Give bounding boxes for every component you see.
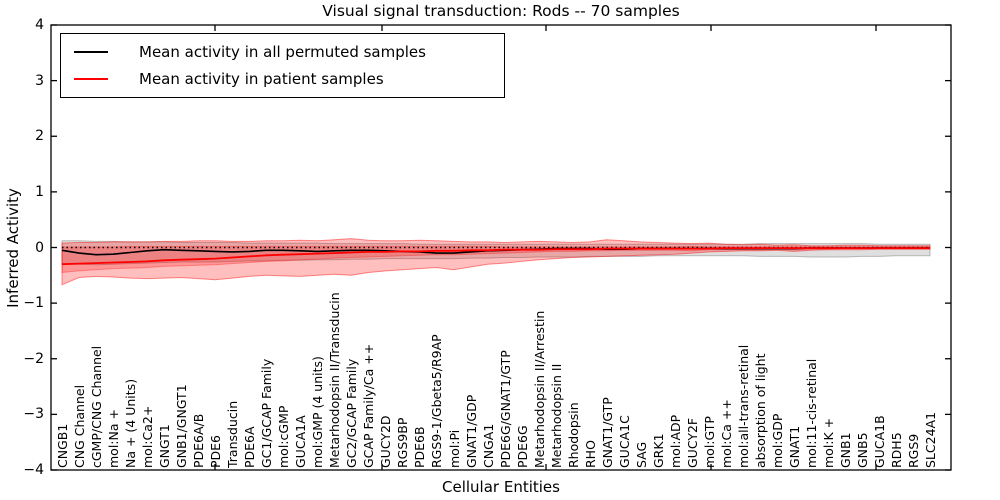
x-category-label: GC1/GCAP Family (259, 358, 275, 468)
x-category-label: mol:K + (820, 417, 836, 468)
legend-permuted-line-icon (74, 51, 108, 53)
x-category-label: mol:11-cis-retinal (803, 358, 819, 468)
x-category-label: mol:ADP (667, 414, 683, 468)
x-category-label: RDH5 (889, 432, 904, 468)
patient-mean-line (61, 247, 930, 266)
x-category-label: GNAT1 (786, 425, 802, 468)
x-category-label: Metarhodopsin II/Transducin (327, 292, 343, 468)
x-category-label: CNGB1 (55, 423, 70, 468)
x-category-label: mol:GMP (4 units) (310, 356, 326, 468)
legend-patient-line-icon (74, 78, 108, 80)
x-category-label: GUCA1B (872, 415, 887, 468)
legend: Mean activity in all permuted samples Me… (60, 33, 505, 98)
y-tick-label: 2 (35, 128, 44, 145)
x-category-label: SLC24A1 (923, 411, 938, 468)
x-category-label: GCAP Family/Ca ++ (361, 343, 377, 468)
y-tick-label: −4 (23, 462, 44, 478)
legend-permuted-label: Mean activity in all permuted samples (139, 43, 426, 61)
x-category-label: GC2/GCAP Family (344, 358, 360, 468)
y-tick-label: 4 (35, 17, 44, 33)
x-category-label: mol:cGMP (276, 405, 292, 468)
x-category-label: GUCY2F (684, 417, 700, 468)
x-category-label: GNB1/GNGT1 (174, 384, 190, 468)
x-category-label: GNB5 (854, 432, 870, 468)
x-category-label: PDE6A (242, 426, 258, 468)
x-category-label: GNB1 (837, 432, 853, 468)
x-category-label: mol:Ca ++ (718, 399, 734, 468)
x-category-label: mol:Pi (446, 429, 462, 468)
x-category-label: RGS9BP (395, 417, 411, 468)
x-category-label: GUCY2D (378, 415, 394, 468)
x-category-label: mol:GTP (701, 416, 717, 468)
x-category-label: GUCA1A (293, 415, 309, 468)
x-category-label: mol:all-trans-retinal (735, 344, 751, 468)
x-category-label: RGS9-1/Gbeta5/R9AP (429, 334, 445, 468)
x-category-label: SAG (633, 441, 649, 468)
x-category-label: Na + (4 Units) (123, 378, 139, 468)
y-tick-label: −2 (23, 350, 44, 367)
y-tick-label: 1 (35, 183, 44, 200)
legend-patient-label: Mean activity in patient samples (139, 70, 384, 88)
x-category-label: GNGT1 (157, 424, 173, 468)
x-category-label: absorption of light (752, 353, 768, 468)
x-category-label: GNAT1/GDP (463, 394, 479, 468)
x-category-label: mol:Na + (106, 409, 122, 468)
x-category-label: CNG Channel (72, 384, 87, 468)
y-tick-label: −3 (23, 406, 44, 423)
legend-entry-patient: Mean activity in patient samples (61, 70, 504, 88)
x-category-label: Transducin (225, 400, 241, 468)
legend-entry-permuted: Mean activity in all permuted samples (61, 43, 504, 61)
y-tick-label: −1 (23, 295, 44, 312)
x-category-label: PDE6G (514, 425, 530, 468)
x-category-label: cGMP/CNG Channel (89, 345, 104, 468)
x-category-label: PDE6 (208, 434, 224, 468)
x-category-label: PDE6B (412, 426, 428, 468)
x-category-label: mol:GDP (769, 413, 785, 468)
x-category-label: GRK1 (650, 433, 666, 468)
chart-title: Visual signal transduction: Rods -- 70 s… (322, 2, 680, 20)
x-category-label: GNAT1/GTP (599, 397, 615, 468)
x-category-label: PDE6A/B (191, 413, 207, 468)
x-category-label: GUCA1C (616, 415, 632, 468)
x-category-label: Rhodopsin (565, 402, 581, 468)
x-category-label: RGS9 (906, 433, 921, 468)
x-category-label: mol:Ca2+ (140, 405, 156, 468)
y-tick-label: 3 (35, 72, 44, 89)
x-category-label: Metarhodopsin II/Arrestin (531, 310, 547, 468)
y-tick-label: 0 (35, 239, 44, 256)
x-category-label: Metarhodopsin II (548, 363, 564, 468)
x-category-label: PDE6G/GNAT1/GTP (497, 350, 513, 468)
x-axis-label: Cellular Entities (442, 478, 560, 496)
x-category-label: RHO (582, 440, 598, 468)
x-category-label: CNGA1 (480, 423, 496, 468)
